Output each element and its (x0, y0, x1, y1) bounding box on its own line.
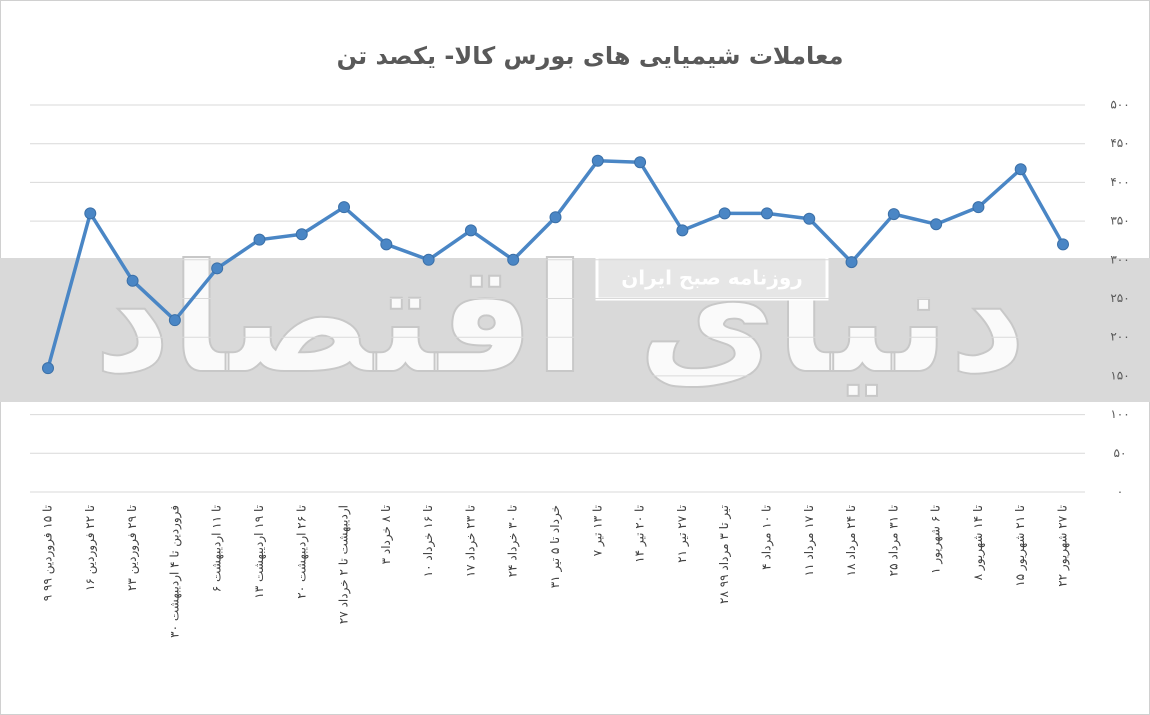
point (422, 253, 435, 266)
point (1014, 163, 1027, 176)
x-tick-label: ۱۷ تا ۲۳ خرداد (463, 505, 478, 577)
x-tick-label: ۲۵ تا ۳۱ مرداد (886, 505, 901, 576)
point (507, 253, 520, 266)
point (253, 233, 266, 246)
x-tick-label: ۱۴ تا ۲۰ تیر (633, 505, 648, 563)
point (803, 212, 816, 225)
x-tick-label: ۳ تا ۸ خرداد (379, 505, 394, 564)
x-tick-label: ۷ تا ۱۳ تیر (590, 505, 605, 556)
watermark-band (0, 258, 1150, 402)
x-tick-label: ۳۱ خرداد تا ۵ تیر (548, 505, 563, 588)
y-tick-label: ۴۰۰ (1110, 175, 1129, 189)
x-tick-label: ۹ تا ۱۵ فروردین ۹۹ (41, 505, 56, 601)
x-tick-label: ۱۳ تا ۱۹ اردیبهشت (252, 505, 267, 599)
y-tick-label: ۵۰ (1114, 446, 1127, 460)
y-tick-label: ۲۵۰ (1110, 291, 1129, 305)
watermark-text: روزنامه صبح ایران (621, 266, 803, 290)
x-tick-label: ۲۴ تا ۳۰ خرداد (506, 505, 521, 577)
x-tick-label: ۱۱ تا ۱۷ مرداد (802, 505, 817, 576)
point (972, 201, 985, 214)
point (126, 274, 139, 287)
x-tick-label: ۳۰ فروردین تا ۴ اردیبهشت (167, 505, 182, 638)
x-tick-label: ۲۳ تا ۲۹ فروردین (125, 505, 140, 591)
point (380, 238, 393, 251)
point (760, 207, 773, 220)
y-tick-label: ۵۰۰ (1110, 98, 1129, 112)
x-tick-label: ۱۵ تا ۲۱ شهریور (1013, 505, 1028, 587)
watermark-logo: دنیای اقتصاد (94, 233, 1027, 407)
x-tick-label: ۲۰ تا ۲۶ اردیبهشت (294, 505, 309, 599)
y-tick-label: ۱۰۰ (1110, 407, 1129, 421)
x-tick-label: ۲۸ تیر تا ۳ مرداد ۹۹ (717, 505, 732, 604)
x-tick-label: ۸ تا ۱۴ شهریور (971, 505, 986, 580)
point (549, 211, 562, 224)
point (464, 224, 477, 237)
point (338, 201, 351, 214)
point (42, 362, 54, 375)
point (845, 256, 858, 269)
point (295, 228, 308, 241)
chart-title: معاملات شیمیایی های بورس کالا- یکصد تن (337, 42, 844, 70)
x-tick-label: ۲۷ اردیبهشت تا ۲ خرداد (337, 505, 352, 624)
y-tick-label: ۳۵۰ (1110, 214, 1129, 228)
point (634, 156, 647, 169)
y-tick-label: ۱۵۰ (1110, 368, 1129, 382)
y-tick-label: ۴۵۰ (1110, 136, 1129, 150)
point (1057, 238, 1069, 251)
point (84, 207, 97, 220)
point (591, 154, 604, 167)
point (211, 262, 224, 275)
x-tick-label: ۱ تا ۶ شهریور (929, 505, 944, 574)
x-tick-label: ۱۶ تا ۲۲ فروردین (83, 505, 98, 591)
y-tick-label: ۲۰۰ (1110, 330, 1129, 344)
point (930, 218, 943, 231)
point (887, 208, 900, 221)
x-tick-label: ۱۰ تا ۱۶ خرداد (421, 505, 436, 577)
point (168, 314, 181, 327)
x-tick-label: ۱۸ تا ۲۴ مرداد (844, 505, 859, 576)
point (676, 224, 689, 237)
point (718, 207, 731, 220)
y-tick-label: ۳۰۰ (1110, 252, 1129, 266)
x-tick-label: ۲۱ تا ۲۷ تیر (675, 505, 690, 563)
x-tick-label: ۲۲ تا ۲۷ شهریور (1056, 505, 1071, 587)
x-tick-label: ۶ تا ۱۱ اردیبهشت (210, 505, 225, 592)
x-tick-label: ۴ تا ۱۰ مرداد (759, 505, 774, 570)
y-tick-label: ۰ (1117, 485, 1123, 499)
